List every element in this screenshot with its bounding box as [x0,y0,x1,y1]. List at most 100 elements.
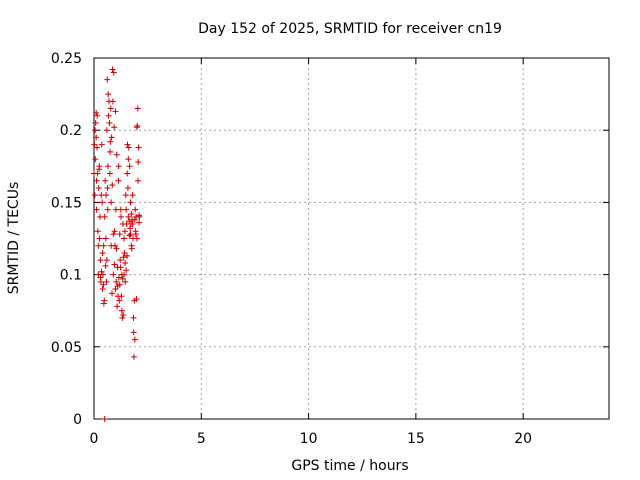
data-point [133,296,140,303]
data-point [119,275,126,282]
data-point [103,127,110,134]
data-point [132,231,139,238]
data-point [104,184,111,191]
y-tick-label: 0.05 [51,340,82,356]
data-point [114,303,121,310]
grid-lines [94,58,609,419]
data-point [99,249,106,256]
data-point [101,416,108,422]
data-point [127,231,134,238]
x-axis-label: GPS time / hours [291,458,408,474]
data-point [113,278,120,285]
data-point [121,271,128,278]
data-point [128,210,135,217]
y-tick-label: 0.1 [60,268,82,284]
y-tick-label: 0.2 [60,123,82,139]
data-point [127,199,134,206]
y-axis-label: SRMTID / TECUs [6,182,22,295]
data-point [93,109,100,116]
data-point [123,267,130,274]
data-point [132,206,139,213]
data-point [102,262,109,269]
data-point [97,278,104,285]
data-point [92,127,99,134]
data-point [125,213,132,220]
plot-frame [93,57,610,420]
data-point [126,232,133,239]
data-point [109,98,116,105]
data-point [110,69,117,76]
data-point [112,108,119,115]
data-point [122,260,129,267]
data-point [124,252,131,259]
data-point [116,297,123,304]
data-point [111,228,118,235]
data-point [121,228,128,235]
data-point [104,163,111,170]
data-point [133,235,140,242]
data-point [94,170,101,177]
data-point [124,170,131,177]
data-point [118,213,125,220]
data-point [113,151,120,158]
data-point [115,274,122,281]
data-point [136,219,143,226]
data-point [93,177,100,184]
data-point [135,158,142,165]
data-point [109,66,116,73]
data-point [115,163,122,170]
data-point [121,235,128,242]
data-point [113,245,120,252]
data-point [94,144,101,151]
data-point [123,206,130,213]
data-point [91,141,98,148]
data-point [98,141,105,148]
data-point [101,213,108,220]
data-point [98,268,105,275]
data-point [121,249,128,256]
data-point [96,163,103,170]
data-point [126,163,133,170]
data-point [136,213,143,220]
data-point [118,293,125,300]
data-point [122,192,129,199]
data-point [100,242,107,249]
data-point [94,228,101,235]
data-point [100,271,107,278]
x-tick-label: 5 [197,431,206,447]
data-point [134,177,141,184]
data-point [129,192,136,199]
data-point [93,134,100,141]
data-point [111,124,118,131]
data-point [110,271,117,278]
data-point [95,184,102,191]
data-point [115,177,122,184]
data-point [104,206,111,213]
x-tick-label: 15 [407,431,425,447]
data-point [124,184,131,191]
data-point [134,105,141,112]
data-point [102,235,109,242]
data-point [93,206,100,213]
data-point [131,216,138,223]
data-point [91,192,98,199]
data-point [130,353,137,360]
data-point [103,257,110,264]
data-point [94,112,101,119]
data-point [105,91,112,98]
data-point [128,245,135,252]
data-point [104,76,111,83]
data-point [125,156,132,163]
data-point [92,156,99,163]
data-point [107,148,114,155]
data-point [124,141,131,148]
data-point [107,138,114,145]
y-tick-label: 0.25 [51,51,82,67]
data-point [129,221,136,228]
data-point [99,199,106,206]
data-point [103,192,110,199]
data-point [92,119,99,126]
data-point [135,144,142,151]
data-point [112,242,119,249]
